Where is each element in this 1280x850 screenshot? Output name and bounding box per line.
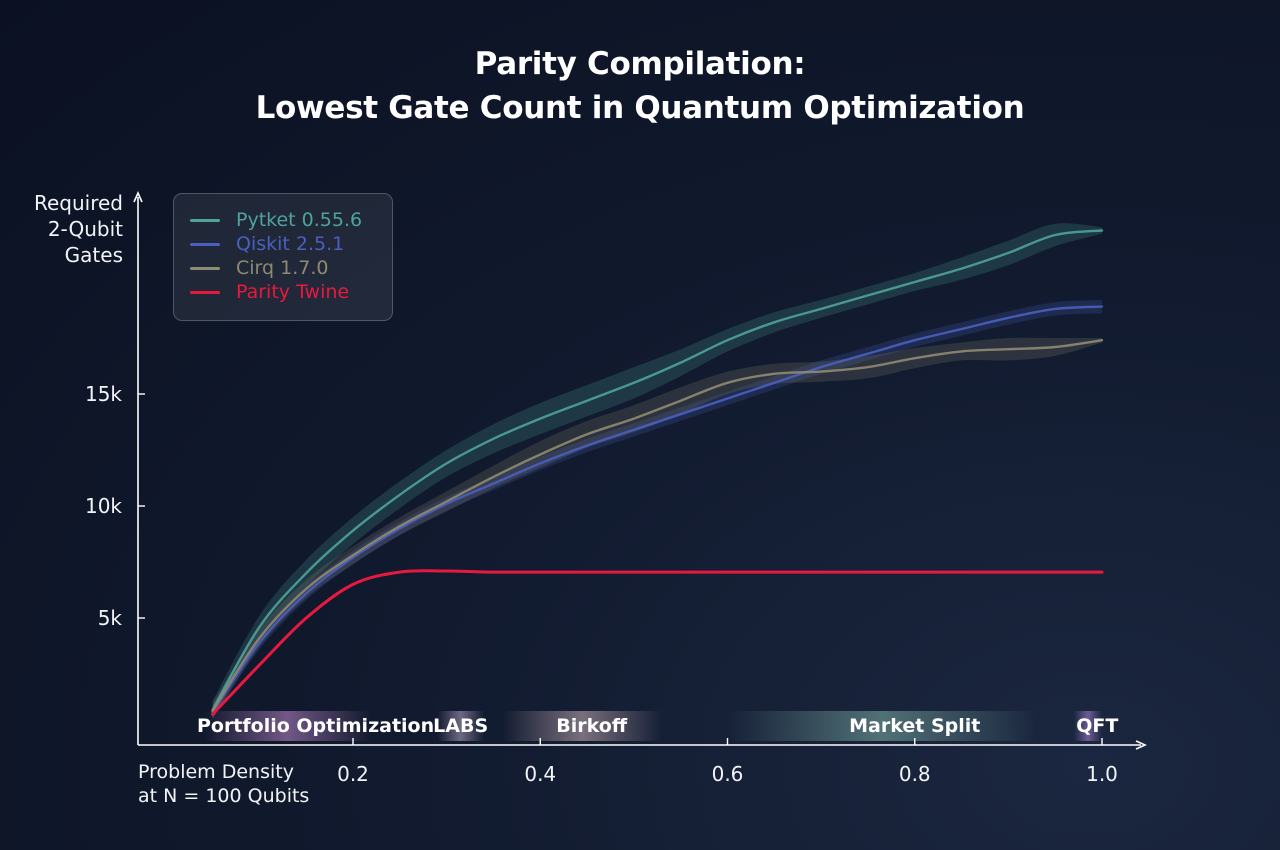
x-axis-label: Problem Density at N = 100 Qubits [138, 760, 309, 808]
series-line-cirq [211, 339, 1104, 713]
series-line-qiskit [211, 305, 1104, 714]
legend-label-pytket: Pytket 0.55.6 [236, 209, 363, 231]
y-axis-label-line-3: Gates [64, 243, 123, 267]
legend-label-qiskit: Qiskit 2.5.1 [236, 233, 345, 255]
y-axis-label-line-2: 2-Qubit [47, 217, 123, 241]
region-label-labs: LABS [433, 715, 489, 737]
region-band-birkoff [502, 711, 662, 741]
series-lines [211, 229, 1104, 716]
region-band-qft [1073, 711, 1102, 741]
x-axis-label-line-2: at N = 100 Qubits [138, 785, 310, 807]
y-axis-arrow-icon [133, 191, 143, 203]
legend-label-parity-twine: Parity Twine [236, 281, 350, 303]
series-line-parity [211, 569, 1104, 716]
legend-swatch-parity-twine [190, 290, 220, 294]
x-axis-label-line-1: Problem Density [138, 761, 294, 783]
y-tick-label: 15k [84, 382, 122, 406]
series-line-pytket [211, 229, 1104, 711]
legend-swatch-pytket [190, 218, 220, 222]
legend-swatch-cirq [190, 266, 220, 270]
region-label-qft: QFT [1076, 715, 1119, 737]
region-band-portfolio-optimization [203, 711, 372, 741]
confidence-bands [212, 223, 1103, 719]
y-tick-label: 5k [97, 606, 122, 630]
series-band-cirq [212, 337, 1103, 719]
x-tick-label: 1.0 [1086, 762, 1118, 786]
y-axis-label-line-1: Required [33, 191, 123, 215]
legend-item-cirq: Cirq 1.7.0 [190, 257, 328, 279]
y-tick-label: 10k [84, 494, 122, 518]
x-tick-label: 0.6 [711, 762, 744, 786]
axes [133, 191, 1147, 750]
region-band-market-split [727, 711, 1037, 741]
legend-item-qiskit: Qiskit 2.5.1 [190, 233, 344, 255]
x-tick-label: 0.2 [337, 762, 369, 786]
y-axis-label: Required 2-Qubit Gates [34, 190, 123, 268]
region-band-labs [437, 711, 485, 741]
region-label-portfolio-optimization: Portfolio Optimization [196, 715, 435, 737]
chart-title-line-1: Parity Compilation: [474, 46, 806, 82]
legend: Pytket 0.55.6 Qiskit 2.5.1 Cirq 1.7.0 Pa… [173, 193, 393, 321]
legend-label-cirq: Cirq 1.7.0 [236, 257, 329, 279]
x-tick-label: 0.8 [898, 762, 931, 786]
legend-item-parity-twine: Parity Twine [190, 281, 349, 303]
region-label-birkoff: Birkoff [556, 715, 628, 737]
chart-title: Parity Compilation: Lowest Gate Count in… [0, 42, 1280, 130]
chart-title-line-2: Lowest Gate Count in Quantum Optimizatio… [255, 90, 1025, 126]
legend-swatch-qiskit [190, 242, 220, 246]
region-bands [203, 711, 1102, 741]
region-label-market-split: Market Split [849, 715, 981, 737]
legend-item-pytket: Pytket 0.55.6 [190, 209, 362, 231]
x-tick-label: 0.4 [524, 762, 557, 786]
x-axis-arrow-icon [1135, 740, 1147, 750]
